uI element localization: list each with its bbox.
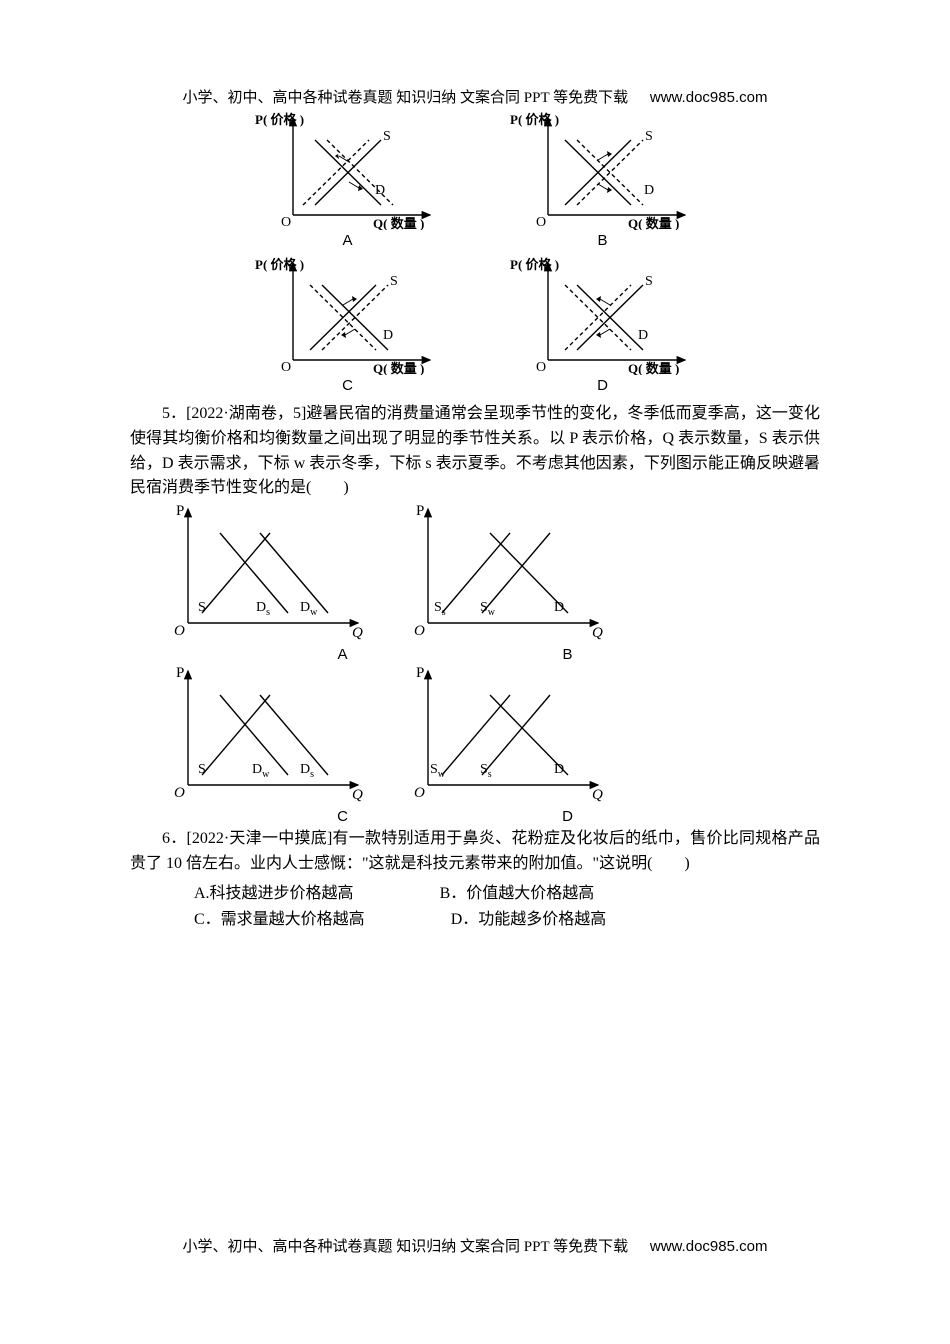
svg-text:Ds: Ds (256, 600, 270, 618)
q5-chart-C: P Q O S Dw Ds (160, 663, 370, 808)
top-chart-D: P( 价格 ) Q( 数量 ) O S D D (510, 255, 695, 394)
svg-text:P( 价格 ): P( 价格 ) (255, 257, 304, 272)
page-header: 小学、初中、高中各种试卷真题 知识归纳 文案合同 PPT 等免费下载 www.d… (0, 86, 950, 107)
svg-text:S: S (198, 600, 206, 615)
q6-choices-row1: A.科技越进步价格越高 B．价值越大价格越高 (130, 879, 820, 903)
svg-text:O: O (536, 360, 546, 375)
svg-text:D: D (554, 600, 564, 615)
q5-cap-B: B (385, 646, 610, 663)
q5-cap-C: C (160, 808, 385, 825)
svg-text:Ss: Ss (434, 600, 446, 618)
top-chart-grid: P( 价格 ) Q( 数量 ) O S D A P( (245, 110, 705, 394)
svg-text:Sw: Sw (430, 762, 446, 780)
q5-cap-D: D (385, 808, 610, 825)
top-cap-D: D (510, 377, 695, 394)
q6-choice-A: A.科技越进步价格越高 (162, 879, 354, 903)
svg-text:S: S (645, 274, 653, 289)
q5-cap-A: A (160, 646, 385, 663)
svg-text:O: O (174, 785, 185, 801)
q6-stem: 6．[2022·天津一中摸底]有一款特别适用于鼻炎、花粉症及化妆后的纸巾，售价比… (130, 827, 820, 877)
svg-text:S: S (645, 129, 653, 144)
footer-url: www.doc985.com (650, 1238, 768, 1255)
top-cap-B: B (510, 232, 695, 249)
origin-label: O (281, 215, 291, 230)
y-axis-label: P( 价格 ) (255, 112, 304, 127)
svg-text:P: P (176, 503, 184, 519)
svg-text:O: O (281, 360, 291, 375)
S-label: S (383, 129, 391, 144)
svg-text:S: S (198, 762, 206, 777)
top-cap-C: C (255, 377, 440, 394)
x-axis-label: Q( 数量 ) (373, 216, 424, 230)
svg-text:P: P (416, 665, 424, 681)
top-cap-A: A (255, 232, 440, 249)
q6-choices-row2: C．需求量越大价格越高 D．功能越多价格越高 (130, 905, 820, 929)
svg-text:P: P (416, 503, 424, 519)
svg-text:Q: Q (352, 787, 363, 803)
svg-text:D: D (383, 328, 393, 343)
q6-choice-B: B．价值越大价格越高 (408, 879, 595, 903)
q5-chart-B: P Q O Ss Sw D (400, 501, 610, 646)
q5-chart-D: P Q O Sw Ss D (400, 663, 610, 808)
svg-text:Dw: Dw (252, 762, 270, 780)
q5-stem: 5．[2022·湖南卷，5]避暑民宿的消费量通常会呈现季节性的变化，冬季低而夏季… (130, 402, 820, 501)
q5-chart-block: P Q O S Ds Dw P Q O Ss (130, 501, 820, 825)
svg-text:P( 价格 ): P( 价格 ) (510, 257, 559, 272)
svg-text:O: O (174, 623, 185, 639)
svg-text:D: D (638, 328, 648, 343)
svg-text:P: P (176, 665, 184, 681)
svg-text:Q( 数量 ): Q( 数量 ) (628, 361, 679, 375)
D-label: D (375, 183, 385, 198)
svg-text:Q( 数量 ): Q( 数量 ) (373, 361, 424, 375)
q5-chart-A: P Q O S Ds Dw (160, 501, 370, 646)
svg-text:Q: Q (352, 625, 363, 641)
svg-text:P( 价格 ): P( 价格 ) (510, 112, 559, 127)
q6-choice-D: D．功能越多价格越高 (419, 905, 607, 929)
svg-text:Dw: Dw (300, 600, 318, 618)
q6-choice-C: C．需求量越大价格越高 (162, 905, 365, 929)
footer-text: 小学、初中、高中各种试卷真题 知识归纳 文案合同 PPT 等免费下载 (183, 1239, 629, 1255)
q5-caps-row-cd: C D (160, 808, 610, 825)
svg-text:D: D (554, 762, 564, 777)
svg-text:Ds: Ds (300, 762, 314, 780)
top-chart-B: P( 价格 ) Q( 数量 ) O S D B (510, 110, 695, 249)
q5-caps-row1: A B (160, 646, 610, 663)
main-content: P( 价格 ) Q( 数量 ) O S D A P( (130, 110, 820, 929)
svg-text:S: S (390, 274, 398, 289)
header-text: 小学、初中、高中各种试卷真题 知识归纳 文案合同 PPT 等免费下载 (183, 90, 629, 106)
page-footer: 小学、初中、高中各种试卷真题 知识归纳 文案合同 PPT 等免费下载 www.d… (0, 1235, 950, 1256)
top-chart-A: P( 价格 ) Q( 数量 ) O S D A (255, 110, 440, 249)
svg-text:Q: Q (592, 625, 603, 641)
svg-text:O: O (414, 623, 425, 639)
svg-text:D: D (644, 183, 654, 198)
svg-text:Q: Q (592, 787, 603, 803)
svg-text:O: O (536, 215, 546, 230)
top-chart-C: P( 价格 ) Q( 数量 ) O S D C (255, 255, 440, 394)
svg-text:O: O (414, 785, 425, 801)
svg-text:Sw: Sw (480, 600, 496, 618)
svg-text:Q( 数量 ): Q( 数量 ) (628, 216, 679, 230)
header-url: www.doc985.com (650, 89, 768, 106)
